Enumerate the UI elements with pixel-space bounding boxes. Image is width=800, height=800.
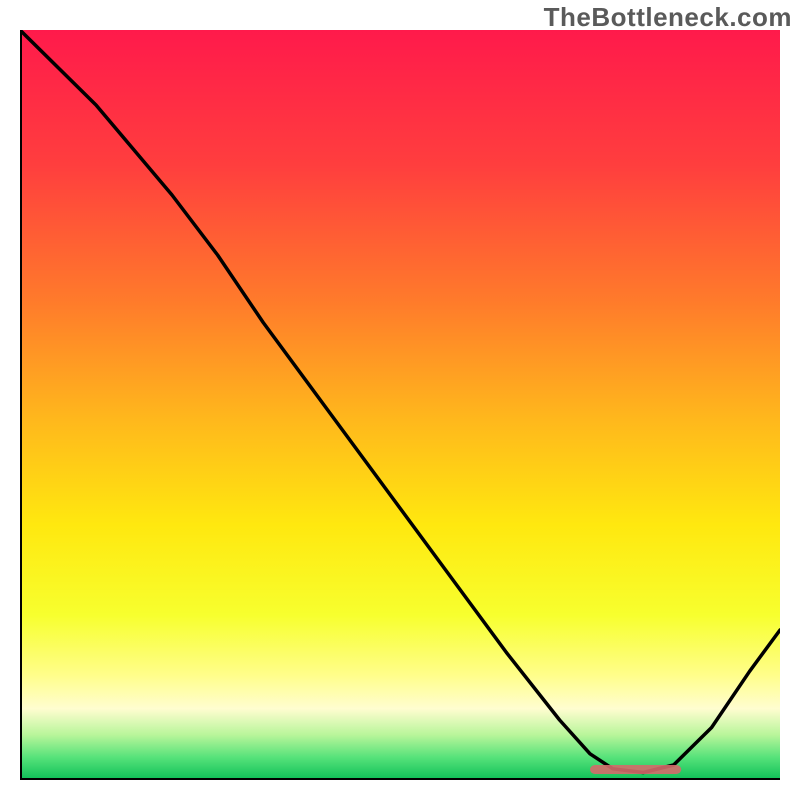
watermark-text: TheBottleneck.com — [544, 2, 792, 33]
chart-container — [20, 30, 780, 780]
gradient-background — [20, 30, 780, 780]
minimum-marker — [590, 765, 681, 774]
chart-svg — [20, 30, 780, 780]
page-root: TheBottleneck.com — [0, 0, 800, 800]
